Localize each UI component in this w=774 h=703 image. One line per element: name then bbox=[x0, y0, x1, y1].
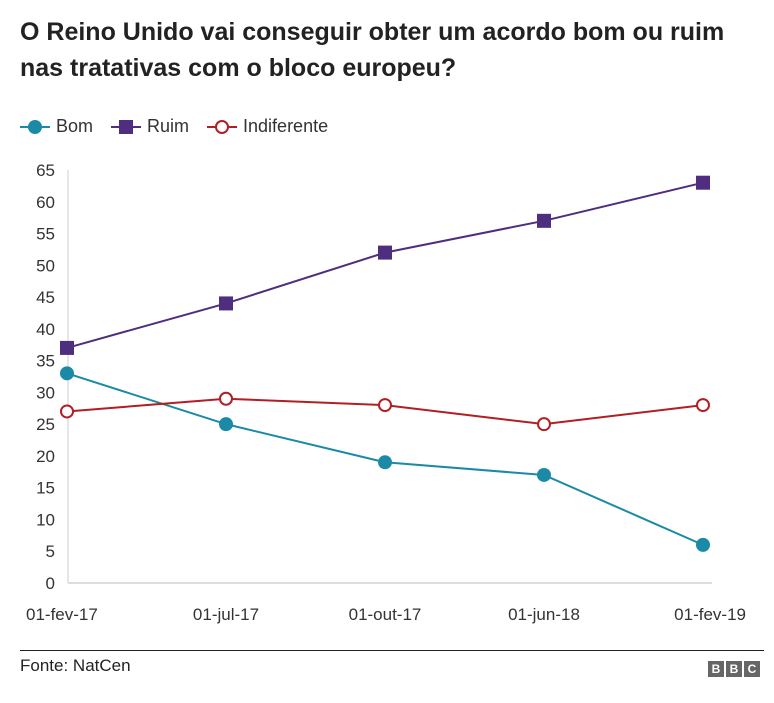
data-point-indiferente bbox=[537, 417, 551, 432]
legend-item-ruim: Ruim bbox=[111, 116, 189, 137]
x-tick-label: 01-out-17 bbox=[349, 605, 422, 624]
legend-marker-icon bbox=[111, 119, 142, 134]
legend-item-indiferente: Indiferente bbox=[207, 116, 328, 137]
data-point-ruim bbox=[60, 340, 74, 355]
legend-item-bom: Bom bbox=[20, 116, 93, 137]
y-tick-label: 35 bbox=[36, 352, 55, 371]
data-point-indiferente bbox=[696, 398, 710, 413]
y-tick-label: 20 bbox=[36, 447, 55, 466]
data-point-bom bbox=[537, 467, 551, 482]
legend-label: Bom bbox=[56, 116, 94, 136]
data-point-ruim bbox=[219, 296, 233, 311]
legend-label: Indiferente bbox=[243, 116, 329, 136]
source-note: Fonte: NatCen bbox=[20, 656, 131, 675]
y-tick-label: 10 bbox=[36, 510, 55, 529]
y-tick-label: 0 bbox=[46, 574, 55, 593]
line-chart: 0 5 10 15 20 25 30 35 40 45 50 55 60 65 01-fev-17 01-ju… bbox=[26, 161, 746, 624]
legend-label: Ruim bbox=[147, 116, 190, 136]
legend-marker-icon bbox=[20, 119, 50, 134]
data-point-bom bbox=[219, 417, 233, 432]
data-point-ruim bbox=[378, 245, 392, 260]
y-tick-label: 50 bbox=[36, 256, 55, 275]
y-tick-label: 30 bbox=[36, 383, 55, 402]
legend: Bom Ruim Indiferente bbox=[20, 116, 328, 137]
series-line-ruim bbox=[66, 181, 704, 349]
chart-title: O Reino Unido vai conseguir obter um aco… bbox=[20, 18, 725, 82]
y-tick-label: 60 bbox=[36, 193, 55, 212]
legend-marker-icon bbox=[207, 119, 238, 134]
y-tick-label: 15 bbox=[36, 479, 55, 498]
x-tick-label: 01-fev-17 bbox=[26, 605, 98, 624]
data-point-bom bbox=[696, 537, 710, 552]
x-tick-label: 01-jun-18 bbox=[508, 605, 580, 624]
data-point-ruim bbox=[537, 213, 551, 228]
data-point-bom bbox=[60, 366, 74, 381]
footer-divider bbox=[20, 650, 764, 651]
data-point-bom bbox=[378, 455, 392, 470]
x-tick-label: 01-jul-17 bbox=[193, 605, 259, 624]
y-tick-label: 65 bbox=[36, 161, 55, 180]
y-tick-label: 25 bbox=[36, 415, 55, 434]
data-point-ruim bbox=[696, 175, 710, 190]
y-tick-label: 45 bbox=[36, 288, 55, 307]
x-tick-label: 01-fev-19 bbox=[674, 605, 746, 624]
data-point-indiferente bbox=[60, 404, 74, 419]
y-tick-label: 5 bbox=[46, 542, 55, 561]
data-point-indiferente bbox=[378, 398, 392, 413]
y-tick-label: 40 bbox=[36, 320, 55, 339]
y-tick-label: 55 bbox=[36, 225, 55, 244]
data-point-indiferente bbox=[219, 391, 233, 406]
